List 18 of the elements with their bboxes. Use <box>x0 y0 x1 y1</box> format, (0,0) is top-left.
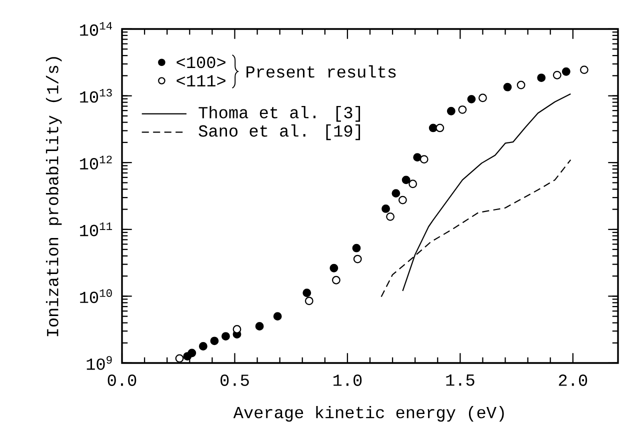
x-tick-label: 0.5 <box>220 374 249 386</box>
y-tick-label: 10$^{11}$ <box>80 222 112 236</box>
legend-label: Sano et al. [19] <box>198 124 360 140</box>
x-tick-label: 1.0 <box>333 374 362 386</box>
x-tick-label: 0.0 <box>108 374 136 386</box>
x-tick-label: 1.5 <box>446 374 474 386</box>
y-tick-label: 10$^{12}$ <box>80 156 112 170</box>
y-tick-label: 10$^{10}$ <box>80 289 112 304</box>
legend-label: Thoma et al. [3] <box>198 106 360 122</box>
y-tick-label: 10$^{9}$ <box>86 356 112 370</box>
y-tick-label: 10$^{13}$ <box>80 88 112 103</box>
x-axis-title: Average kinetic energy (eV) <box>233 406 504 422</box>
x-tick-label: 2.0 <box>558 374 588 386</box>
y-axis-title: Ionization probability (1/s) <box>46 57 62 336</box>
annotation: Present results <box>246 65 396 78</box>
y-tick-label: 10$^{14}$ <box>80 22 112 36</box>
legend-label: <100> <box>176 56 226 68</box>
legend-label: <111> <box>176 75 226 86</box>
